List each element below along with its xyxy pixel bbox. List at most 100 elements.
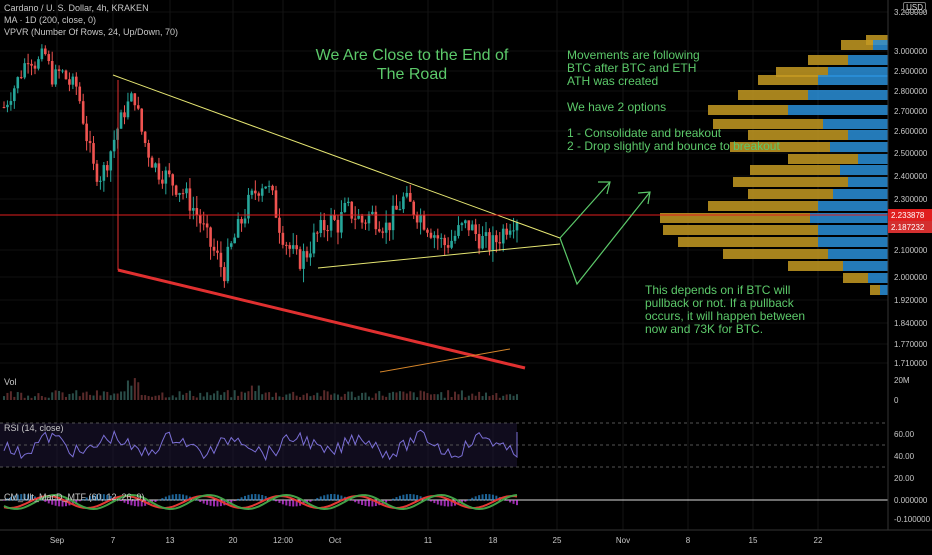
vp-up-bar-5 bbox=[808, 90, 888, 100]
macd-hist-101 bbox=[350, 500, 353, 501]
vp-up-bar-4 bbox=[818, 75, 888, 85]
volume-bar-32 bbox=[113, 393, 116, 400]
candle-body-127 bbox=[439, 237, 443, 239]
macd-hist-90 bbox=[312, 499, 315, 501]
macd-hist-147 bbox=[509, 500, 512, 503]
candle-body-15 bbox=[54, 69, 57, 85]
macd-hist-15 bbox=[54, 500, 57, 506]
macd-hist-107 bbox=[371, 500, 374, 507]
rsi-tick-1: 40.00 bbox=[894, 452, 915, 461]
candle-body-98 bbox=[340, 211, 343, 233]
note-btc-line1: This depends on if BTC will bbox=[645, 283, 791, 297]
note-options-heading: We have 2 options bbox=[567, 100, 667, 114]
rsi-line bbox=[3, 429, 518, 462]
candle-body-26 bbox=[92, 143, 95, 164]
volume-bar-132 bbox=[457, 394, 460, 400]
rsi-tick-0: 60.00 bbox=[894, 430, 915, 439]
vp-up-bar-8 bbox=[848, 130, 888, 140]
volume-bar-102 bbox=[354, 397, 357, 400]
candle-body-144 bbox=[498, 242, 502, 244]
volume-bar-38 bbox=[133, 378, 136, 400]
vp-up-bar-2 bbox=[848, 55, 888, 65]
candle-body-91 bbox=[316, 232, 319, 234]
macd-hist-36 bbox=[126, 500, 129, 505]
candle-body-14 bbox=[50, 61, 54, 85]
macd-hist-95 bbox=[330, 494, 333, 501]
candle-body-49 bbox=[171, 174, 175, 186]
volume-bar-81 bbox=[281, 397, 284, 400]
volume-bar-36 bbox=[126, 380, 129, 400]
vp-down-bar-17 bbox=[678, 237, 818, 247]
price-tick-11: 1.920000 bbox=[894, 296, 928, 305]
volume-bar-100 bbox=[347, 391, 350, 400]
candle-body-125 bbox=[433, 235, 436, 238]
volume-bars bbox=[3, 378, 518, 400]
volume-bar-59 bbox=[206, 392, 209, 400]
candle-body-86 bbox=[298, 249, 302, 269]
candle-body-10 bbox=[37, 59, 40, 69]
vp-up-bar-10 bbox=[858, 154, 888, 164]
volume-bar-119 bbox=[412, 392, 415, 400]
volume-bar-30 bbox=[106, 391, 109, 400]
macd-label: CM_Ult_MacD_MTF (60, 12, 26, 9) bbox=[4, 492, 145, 502]
volume-bar-97 bbox=[336, 394, 339, 400]
time-tick-9: Nov bbox=[616, 536, 630, 545]
volume-bar-109 bbox=[378, 391, 381, 400]
volume-bar-138 bbox=[478, 391, 481, 400]
volume-bar-12 bbox=[44, 397, 47, 400]
time-tick-0: Sep bbox=[50, 536, 65, 545]
candle-body-100 bbox=[346, 201, 350, 204]
macd-hist-39 bbox=[137, 500, 140, 507]
macd-hist-79 bbox=[274, 500, 277, 502]
candle-body-138 bbox=[477, 234, 481, 249]
volume-bar-105 bbox=[364, 392, 367, 400]
macd-hist-83 bbox=[288, 500, 291, 507]
vp-down-bar-8 bbox=[748, 130, 848, 140]
time-tick-11: 15 bbox=[749, 536, 758, 545]
macd-hist-27 bbox=[95, 494, 98, 501]
time-tick-5: Oct bbox=[329, 536, 342, 545]
vp-up-bar-7 bbox=[823, 119, 888, 129]
macd-hist-84 bbox=[292, 500, 295, 507]
volume-bar-74 bbox=[257, 385, 260, 400]
macd-hist-113 bbox=[392, 498, 395, 501]
candle-body-139 bbox=[481, 235, 484, 249]
rsi-panel bbox=[0, 422, 888, 468]
candle-body-141 bbox=[488, 232, 491, 251]
volume-bar-114 bbox=[395, 392, 398, 400]
volume-bar-87 bbox=[302, 394, 305, 400]
volume-bar-31 bbox=[109, 395, 112, 400]
macd-hist-116 bbox=[402, 494, 405, 501]
candle-body-131 bbox=[453, 235, 457, 241]
candles bbox=[2, 44, 519, 288]
macd-hist-48 bbox=[168, 495, 171, 501]
candle-body-116 bbox=[402, 196, 405, 210]
currency-badge[interactable]: USD bbox=[903, 2, 926, 13]
macd-hist-85 bbox=[295, 500, 298, 507]
current-price-value: 2.233878 bbox=[891, 211, 925, 220]
symbol-title: Cardano / U. S. Dollar, 4h, KRAKEN bbox=[4, 3, 149, 13]
note-movements-line2: BTC after BTC and ETH bbox=[567, 61, 697, 75]
candle-body-9 bbox=[33, 65, 37, 69]
candle-body-3 bbox=[13, 88, 16, 102]
volume-bar-94 bbox=[326, 391, 329, 400]
note-movements-line1: Movements are following bbox=[567, 48, 700, 62]
support-trend-line bbox=[117, 268, 526, 370]
volume-bar-99 bbox=[343, 393, 346, 400]
note-btc-dependency: This depends on if BTC will pullback or … bbox=[645, 284, 805, 336]
macd-hist-5 bbox=[20, 494, 23, 501]
price-tick-4: 2.700000 bbox=[894, 107, 928, 116]
rsi-tick-2: 20.00 bbox=[894, 474, 915, 483]
vp-down-bar-19 bbox=[788, 261, 843, 271]
volume-bar-56 bbox=[195, 397, 198, 400]
macd-hist-81 bbox=[281, 500, 284, 505]
macd-hist-67 bbox=[233, 500, 236, 502]
candle-body-80 bbox=[278, 217, 281, 233]
volume-bar-107 bbox=[371, 397, 374, 400]
volume-bar-9 bbox=[33, 396, 36, 400]
volume-bar-69 bbox=[240, 391, 243, 400]
note-option-2: 2 - Drop slightly and bounce to breakout bbox=[567, 139, 780, 153]
vp-down-bar-4 bbox=[758, 75, 818, 85]
candle-body-143 bbox=[495, 235, 498, 243]
